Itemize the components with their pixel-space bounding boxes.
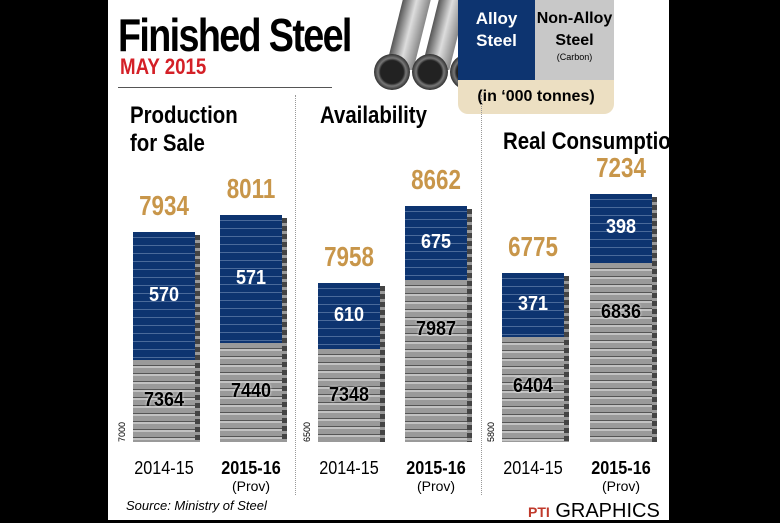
bar-segment-alloy: 398 (590, 193, 652, 263)
alloy-value-label: 610 (333, 304, 365, 327)
bar-segment-alloy: 571 (220, 214, 282, 343)
legend-non-line2: Steel (555, 32, 594, 49)
alloy-value-label: 371 (517, 293, 549, 316)
total-value-label: 6775 (508, 231, 558, 263)
bar-segment-non-alloy: 7440 (220, 342, 282, 442)
logo-mark: PTI (528, 504, 550, 520)
bar-segment-alloy: 570 (133, 231, 195, 361)
stacked-bar: 371 6404 (502, 273, 569, 442)
stacked-bar: 571 7440 (220, 214, 287, 443)
total-value-label: 7958 (324, 240, 374, 272)
alloy-value-label: 571 (235, 266, 267, 289)
panel-divider (481, 95, 482, 495)
category-label: 2014-15 (134, 458, 194, 478)
non-alloy-value-label: 6404 (512, 375, 554, 398)
bar-segment-alloy: 371 (502, 273, 564, 338)
bar-segment-non-alloy: 6836 (590, 262, 652, 442)
alloy-value-label: 398 (605, 216, 637, 239)
axis-base-label: 5800 (486, 421, 496, 442)
stacked-bar: 398 6836 (590, 193, 657, 443)
legend-non-alloy-steel: Non-Alloy Steel (Carbon) (535, 0, 614, 80)
panel-title-line1: Production (130, 102, 238, 129)
bar-segment-alloy: 610 (318, 282, 380, 350)
panel-title-line2: for Sale (130, 130, 205, 157)
panel-title: Real Consumption (503, 128, 683, 156)
non-alloy-value-label: 7987 (415, 317, 457, 340)
axis-base-label: 6500 (302, 421, 312, 442)
panel-title-line1: Real Consumption (503, 128, 684, 155)
non-alloy-value-label: 7364 (143, 389, 185, 412)
chart-subtitle: MAY 2015 (120, 54, 207, 79)
total-value-label: 8662 (411, 163, 461, 195)
total-value-label: 7934 (139, 189, 189, 221)
panel-title-line1: Availability (320, 102, 427, 129)
panel-title: Availability (320, 102, 427, 130)
bar-segment-non-alloy: 7348 (318, 349, 380, 442)
logo-text: GRAPHICS (555, 500, 660, 522)
non-alloy-value-label: 6836 (600, 300, 642, 323)
title-divider (118, 87, 332, 88)
legend-alloy-line2: Steel (476, 31, 517, 50)
alloy-value-label: 675 (420, 230, 452, 253)
category-label: 2014-15 (503, 458, 563, 478)
total-value-label: 8011 (226, 172, 276, 204)
category-note: (Prov) (416, 478, 456, 494)
source-note: Source: Ministry of Steel (126, 498, 267, 513)
category-label: 2015-16 (591, 458, 651, 478)
stacked-bar: 610 7348 (318, 282, 385, 443)
alloy-value-label: 570 (148, 283, 180, 306)
total-value-label: 7234 (596, 151, 646, 183)
non-alloy-value-label: 7440 (230, 380, 272, 403)
bar-segment-non-alloy: 7987 (405, 279, 467, 442)
category-label: 2015-16 (406, 458, 466, 478)
category-label: 2014-15 (319, 458, 379, 478)
non-alloy-value-label: 7348 (328, 383, 370, 406)
stacked-bar: 570 7364 (133, 231, 200, 443)
chart-title: Finished Steel (118, 9, 352, 61)
legend-alloy-line1: Alloy (475, 9, 518, 28)
category-note: (Prov) (231, 478, 271, 494)
category-label: 2015-16 (221, 458, 281, 478)
legend-non-note: (Carbon) (556, 52, 593, 62)
pti-graphics-logo: PTI GRAPHICS (528, 500, 660, 523)
category-note: (Prov) (601, 478, 641, 494)
legend-non-line1: Non-Alloy (536, 10, 613, 27)
stacked-bar: 675 7987 (405, 205, 472, 443)
legend-alloy-steel: Alloy Steel (458, 0, 535, 80)
bar-segment-alloy: 675 (405, 205, 467, 280)
panel-divider (295, 95, 296, 495)
bar-segment-non-alloy: 7364 (133, 360, 195, 442)
axis-base-label: 7000 (117, 421, 127, 442)
panel-title: Production for Sale (130, 102, 238, 158)
bar-segment-non-alloy: 6404 (502, 337, 564, 442)
unit-label: (in ‘000 tonnes) (458, 80, 614, 114)
